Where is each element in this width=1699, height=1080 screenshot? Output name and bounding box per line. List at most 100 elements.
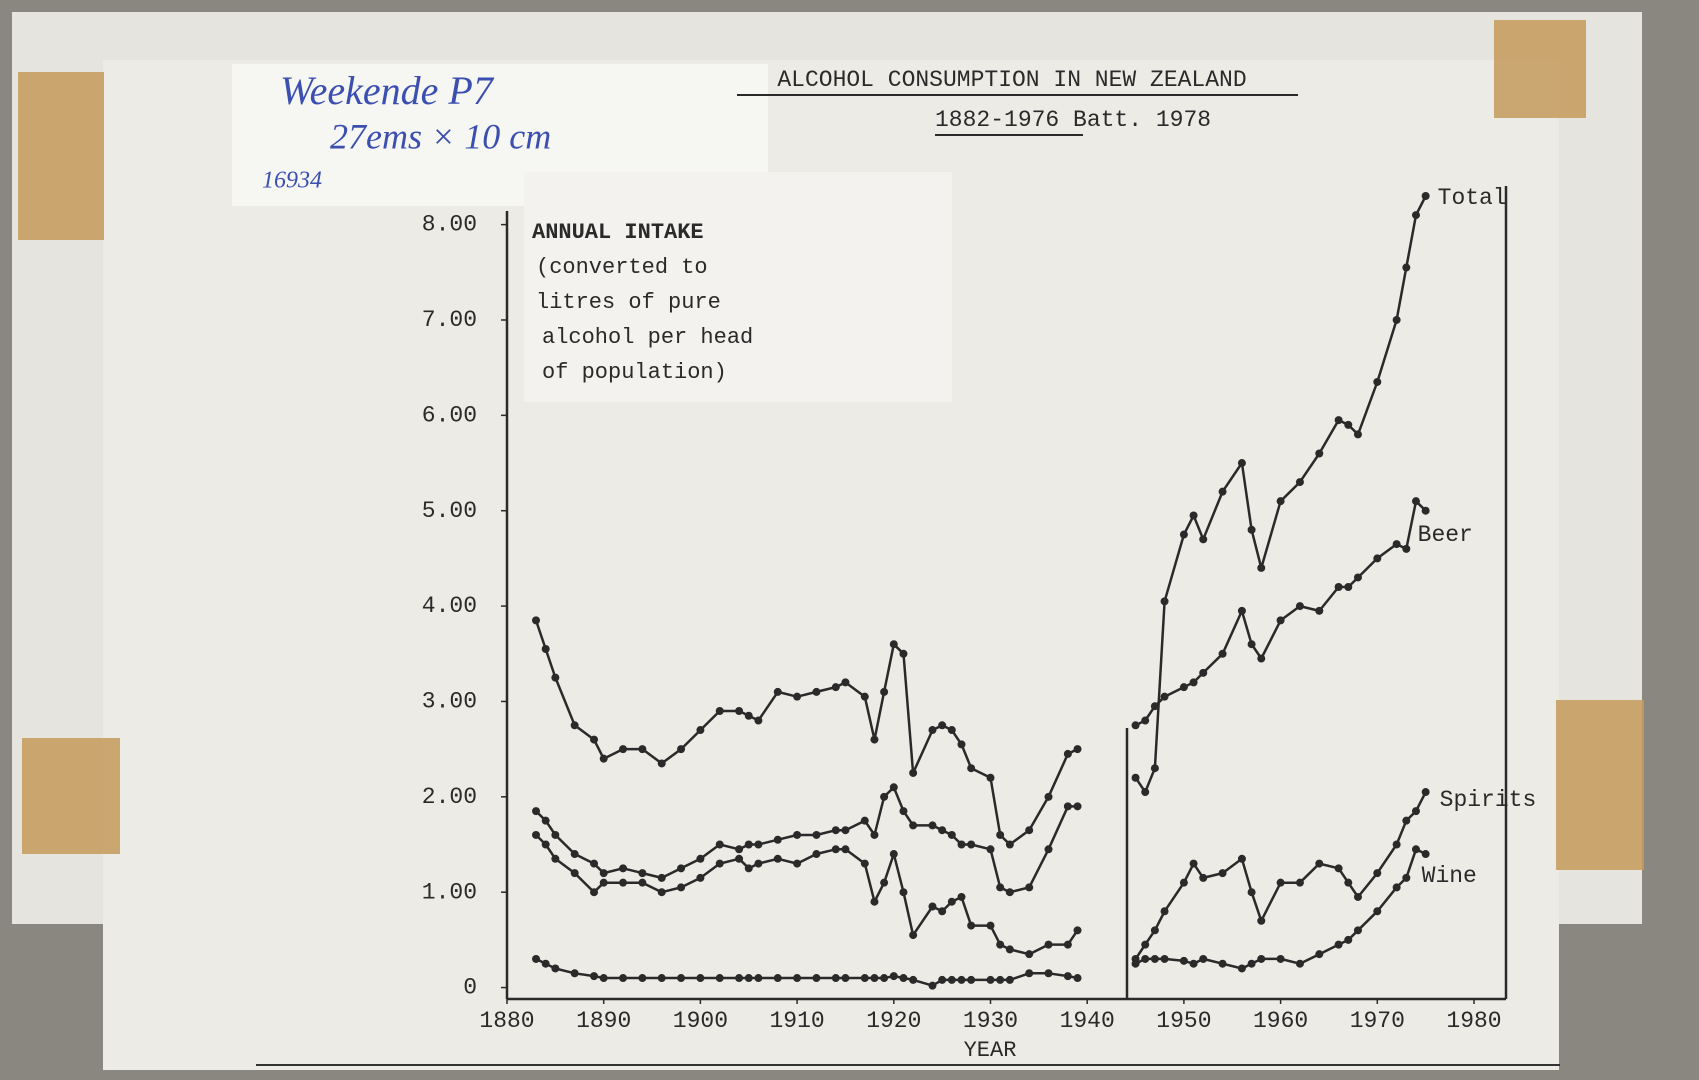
data-point: [1257, 954, 1266, 963]
data-point: [1199, 668, 1208, 677]
data-point: [899, 974, 908, 983]
data-point: [1237, 854, 1246, 863]
data-point: [696, 854, 705, 863]
handwritten-note: 16934: [262, 168, 322, 194]
data-point: [1189, 678, 1198, 687]
data-point: [996, 940, 1005, 949]
data-point: [1025, 969, 1034, 978]
data-point: [1295, 959, 1304, 968]
data-point: [841, 826, 850, 835]
data-point: [1073, 802, 1082, 811]
data-point: [938, 975, 947, 984]
data-point: [793, 859, 802, 868]
data-point: [909, 768, 918, 777]
data-point: [1199, 873, 1208, 882]
data-point: [696, 726, 705, 735]
data-point: [677, 974, 686, 983]
data-point: [1247, 525, 1256, 534]
data-point: [657, 888, 666, 897]
data-point: [744, 864, 753, 873]
data-point: [1276, 497, 1285, 506]
data-point: [570, 969, 579, 978]
data-point: [619, 864, 628, 873]
data-point: [1334, 940, 1343, 949]
data-point: [812, 850, 821, 859]
data-point: [1073, 745, 1082, 754]
data-point: [967, 921, 976, 930]
data-point: [1421, 506, 1430, 515]
data-point: [1063, 972, 1072, 981]
data-point: [599, 974, 608, 983]
x-tick-label: 1900: [673, 1008, 728, 1034]
data-point: [1150, 954, 1159, 963]
data-point: [1257, 654, 1266, 663]
chart-subtitle: 1882-1976 Batt. 1978: [935, 107, 1211, 133]
data-point: [551, 964, 560, 973]
data-point: [996, 830, 1005, 839]
tape: [18, 72, 104, 240]
data-point: [657, 974, 666, 983]
data-point: [938, 907, 947, 916]
data-point: [1315, 449, 1324, 458]
data-point: [841, 678, 850, 687]
data-point: [735, 974, 744, 983]
data-point: [860, 859, 869, 868]
data-point: [715, 706, 724, 715]
data-point: [1141, 716, 1150, 725]
data-point: [860, 816, 869, 825]
data-point: [1373, 377, 1382, 386]
data-point: [899, 807, 908, 816]
data-point: [831, 974, 840, 983]
x-tick-label: 1910: [769, 1008, 824, 1034]
y-tick-label: 8.00: [422, 212, 477, 238]
data-point: [957, 840, 966, 849]
data-point: [967, 764, 976, 773]
data-point: [957, 892, 966, 901]
tape: [1494, 20, 1586, 118]
data-point: [1257, 916, 1266, 925]
y-axis-label: alcohol per head: [542, 325, 753, 350]
data-point: [1063, 802, 1072, 811]
data-point: [947, 726, 956, 735]
data-point: [1295, 478, 1304, 487]
data-point: [1237, 459, 1246, 468]
data-point: [541, 816, 550, 825]
data-point: [793, 974, 802, 983]
data-point: [1199, 954, 1208, 963]
data-point: [1344, 583, 1353, 592]
data-point: [1295, 602, 1304, 611]
data-point: [744, 974, 753, 983]
data-point: [909, 821, 918, 830]
data-point: [870, 974, 879, 983]
data-point: [1063, 749, 1072, 758]
data-point: [1392, 883, 1401, 892]
data-point: [928, 902, 937, 911]
data-point: [1402, 263, 1411, 272]
handwritten-note: 27ems × 10 cm: [330, 116, 551, 156]
x-tick-label: 1930: [963, 1008, 1018, 1034]
data-point: [1005, 840, 1014, 849]
data-point: [1411, 211, 1420, 220]
data-point: [638, 974, 647, 983]
x-axis-label: YEAR: [964, 1038, 1017, 1063]
tape: [22, 738, 120, 854]
data-point: [1257, 563, 1266, 572]
data-point: [1189, 859, 1198, 868]
y-axis-label: ANNUAL INTAKE: [532, 220, 704, 245]
data-point: [899, 649, 908, 658]
data-point: [793, 692, 802, 701]
y-tick-label: 5.00: [422, 498, 477, 524]
data-point: [880, 974, 889, 983]
data-point: [1141, 940, 1150, 949]
data-point: [1276, 954, 1285, 963]
series-label: Spirits: [1440, 787, 1537, 813]
data-point: [947, 897, 956, 906]
data-point: [1276, 616, 1285, 625]
x-tick-label: 1950: [1156, 1008, 1211, 1034]
data-point: [619, 878, 628, 887]
data-point: [677, 745, 686, 754]
data-point: [938, 826, 947, 835]
data-point: [735, 706, 744, 715]
